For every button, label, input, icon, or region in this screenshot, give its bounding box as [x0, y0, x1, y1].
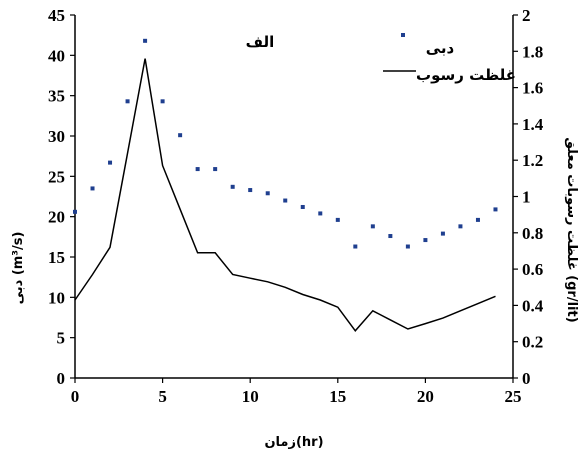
discharge-point [458, 224, 463, 229]
legend: دبی غلظت رسوب [383, 33, 516, 84]
discharge-point [265, 191, 270, 196]
y-right-tick-label: 1.6 [522, 79, 543, 98]
discharge-point [248, 188, 253, 193]
axes [70, 14, 518, 383]
legend-discharge-label: دبی [426, 39, 455, 57]
x-tick-label: 15 [329, 387, 346, 406]
y-right-tick-label: 0.2 [522, 333, 543, 352]
y-right-tick-label: 1.8 [522, 42, 543, 61]
discharge-point [73, 209, 77, 214]
x-tick-label: 20 [417, 387, 434, 406]
axis-labels: الف زمان(hr) دبی (m³/s) غلظت رسوبات معلق (g… [11, 33, 579, 450]
discharge-point [318, 211, 323, 216]
discharge-point [125, 99, 130, 104]
y-left-tick-label: 45 [48, 6, 65, 25]
y-left-tick-label: 0 [57, 369, 66, 388]
y-right-tick-label: 0 [522, 369, 531, 388]
y-right-tick-label: 1.4 [522, 115, 544, 134]
discharge-point [230, 184, 235, 189]
discharge-point [353, 244, 358, 249]
panel-label: الف [246, 33, 275, 51]
y-left-tick-label: 25 [48, 167, 65, 186]
sediment-line [74, 58, 496, 332]
tick-labels: 0 5 10 15 20 2505101520253035404500.20.40.60.… [48, 6, 544, 406]
discharge-series [73, 38, 498, 249]
x-axis-label: زمان(hr) [264, 435, 323, 450]
discharge-point [143, 38, 148, 43]
discharge-point [213, 167, 218, 172]
discharge-point [178, 133, 183, 138]
y-right-axis-label: غلظت رسوبات معلق (gr/lit) [564, 137, 579, 322]
y-left-tick-label: 10 [48, 288, 65, 307]
y-left-tick-label: 30 [48, 127, 65, 146]
y-right-tick-label: 0.8 [522, 224, 543, 243]
x-tick-label: 10 [242, 387, 259, 406]
y-right-tick-label: 1.2 [522, 151, 543, 170]
discharge-point [195, 167, 200, 172]
y-left-tick-label: 5 [57, 329, 66, 348]
discharge-point [475, 217, 480, 222]
discharge-point [440, 231, 445, 236]
discharge-point [493, 207, 498, 212]
discharge-point [90, 186, 95, 191]
y-right-tick-label: 0.4 [522, 296, 544, 315]
legend-sediment-label: غلظت رسوب [416, 66, 516, 84]
x-tick-label: 5 [158, 387, 167, 406]
discharge-point [423, 238, 428, 243]
discharge-point [335, 217, 340, 222]
y-right-tick-label: 0.6 [522, 260, 543, 279]
discharge-point [370, 224, 375, 229]
x-tick-label: 0 [71, 387, 80, 406]
discharge-point [405, 244, 410, 249]
y-left-tick-label: 40 [48, 46, 65, 65]
discharge-point [300, 204, 305, 209]
discharge-point [283, 198, 288, 203]
y-left-tick-label: 15 [48, 248, 65, 267]
discharge-point [388, 234, 393, 239]
legend-discharge-marker [401, 33, 405, 37]
y-left-tick-label: 35 [48, 87, 65, 106]
y-left-tick-label: 20 [48, 208, 65, 227]
sediment-series [74, 58, 496, 332]
y-left-axis-label: دبی (m³/s) [11, 232, 26, 305]
x-tick-label: 25 [505, 387, 522, 406]
y-right-tick-label: 2 [522, 6, 531, 25]
y-right-tick-label: 1 [522, 188, 531, 207]
discharge-point [160, 99, 165, 104]
discharge-point [108, 160, 113, 165]
